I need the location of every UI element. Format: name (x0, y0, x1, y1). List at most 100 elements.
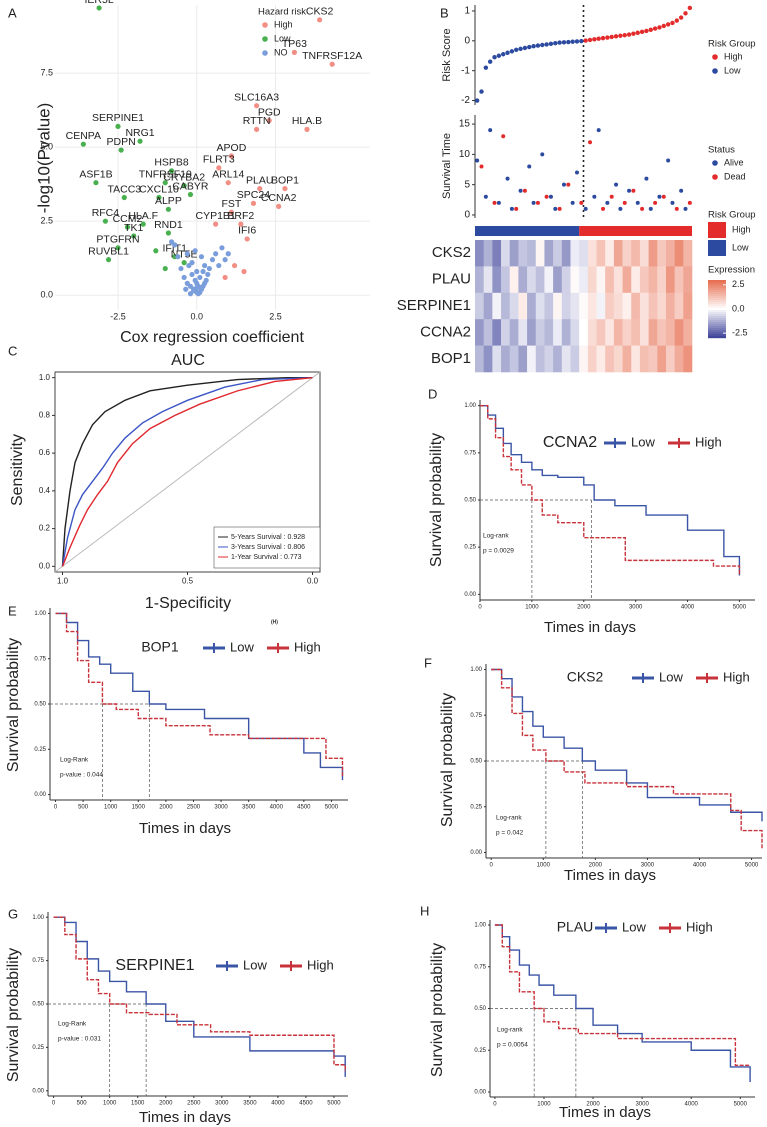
point (254, 126, 260, 132)
heat-cell (631, 319, 641, 346)
point (652, 26, 658, 31)
y-tick-label: 1.00 (34, 611, 46, 617)
point-label: HLA.F (128, 210, 158, 222)
point-label: TK1 (124, 222, 143, 234)
heat-cell (527, 240, 537, 267)
heat-cell (665, 240, 675, 267)
legend-label: High (724, 51, 743, 61)
reference-diagonal (54, 371, 321, 573)
y-tick-label: 0.25 (470, 804, 482, 810)
colorbar-slice (708, 288, 726, 291)
point-label: FST (221, 198, 241, 210)
point (579, 38, 584, 44)
point (496, 200, 501, 205)
x-tick-label: 0 (52, 1100, 56, 1106)
point (665, 22, 671, 27)
point (670, 200, 675, 205)
legend-label: 3-Years Survival : 0.806 (231, 544, 305, 551)
heat-cell (475, 292, 484, 320)
point (683, 11, 688, 16)
point (216, 165, 222, 171)
heat-cell (501, 266, 511, 294)
point (105, 257, 112, 263)
x-tick-label: 3000 (635, 1101, 649, 1107)
heat-cell (596, 345, 606, 373)
point (487, 59, 493, 64)
point (518, 46, 523, 52)
heat-cell (631, 345, 641, 373)
point (205, 271, 211, 278)
point (137, 138, 143, 144)
x-tick-label: 5000 (734, 1101, 748, 1107)
point (622, 200, 627, 205)
x-tick-label: 2500 (187, 804, 201, 810)
y-tick-label: 0.00 (470, 850, 482, 856)
heat-cell (605, 292, 615, 320)
colorbar-slice (708, 314, 726, 317)
point (622, 32, 627, 38)
colorbar-label: 2.5 (732, 279, 745, 289)
point (657, 25, 662, 30)
point (657, 194, 662, 199)
x-tick-label: 4500 (297, 804, 311, 810)
colorbar-slice (708, 294, 726, 297)
y-tick-label: 0.75 (464, 450, 476, 456)
heat-cell (501, 319, 511, 346)
heat-cell (587, 319, 597, 346)
point (184, 251, 190, 257)
heat-cell (483, 292, 493, 320)
y-tick-label: 1.0 (39, 373, 51, 382)
legend-symbol (712, 174, 718, 180)
point (181, 274, 187, 281)
point (225, 251, 231, 257)
y-tick-label: 1.00 (32, 915, 44, 921)
point (121, 194, 127, 201)
point-label: RUVBL1 (88, 245, 129, 257)
colorbar-slice (708, 304, 726, 307)
point (653, 200, 658, 205)
point (574, 39, 580, 44)
point-label: CCM2 (113, 213, 143, 225)
heat-cell (613, 292, 623, 320)
heat-cell (657, 266, 667, 294)
x-axis-label: Cox regression coefficient (120, 329, 304, 346)
panel-label: C (8, 343, 17, 358)
y-tick-label: 0.75 (474, 964, 486, 970)
point (282, 185, 288, 192)
point (540, 42, 545, 48)
point (613, 34, 619, 39)
heat-cell (613, 319, 623, 346)
point (200, 283, 206, 289)
point (222, 274, 228, 281)
heat-cell (579, 319, 589, 346)
point (644, 176, 649, 181)
point (194, 285, 200, 291)
point (514, 206, 519, 211)
legend-title: Expression (708, 265, 755, 276)
legend-title: Hazard risk (258, 7, 306, 18)
legend-box (213, 526, 321, 569)
heat-cell (674, 240, 684, 267)
y-axis-label: Sensitivity (9, 434, 26, 506)
point (644, 28, 649, 34)
point (198, 254, 205, 260)
x-tick-label: 5000 (325, 804, 339, 810)
y-tick-label: 0 (464, 35, 470, 46)
point (479, 164, 484, 169)
survival-curve (480, 404, 741, 576)
point (579, 200, 584, 205)
legend-label: Low (243, 957, 267, 972)
y-tick-label: 1.00 (474, 923, 486, 929)
point-label: CABYR (172, 180, 209, 192)
point (601, 206, 606, 211)
point-label: ASF1B (79, 168, 112, 180)
heat-cell (613, 240, 623, 267)
heat-cell (475, 240, 484, 267)
survival-curve (494, 924, 751, 1082)
row-label: BOP1 (431, 350, 471, 367)
heat-cell (544, 345, 554, 373)
point-label: SERPINE1 (92, 112, 144, 124)
x-axis-label: Times in days (139, 1109, 231, 1126)
x-tick-label: 4000 (685, 1101, 699, 1107)
point (153, 248, 159, 254)
